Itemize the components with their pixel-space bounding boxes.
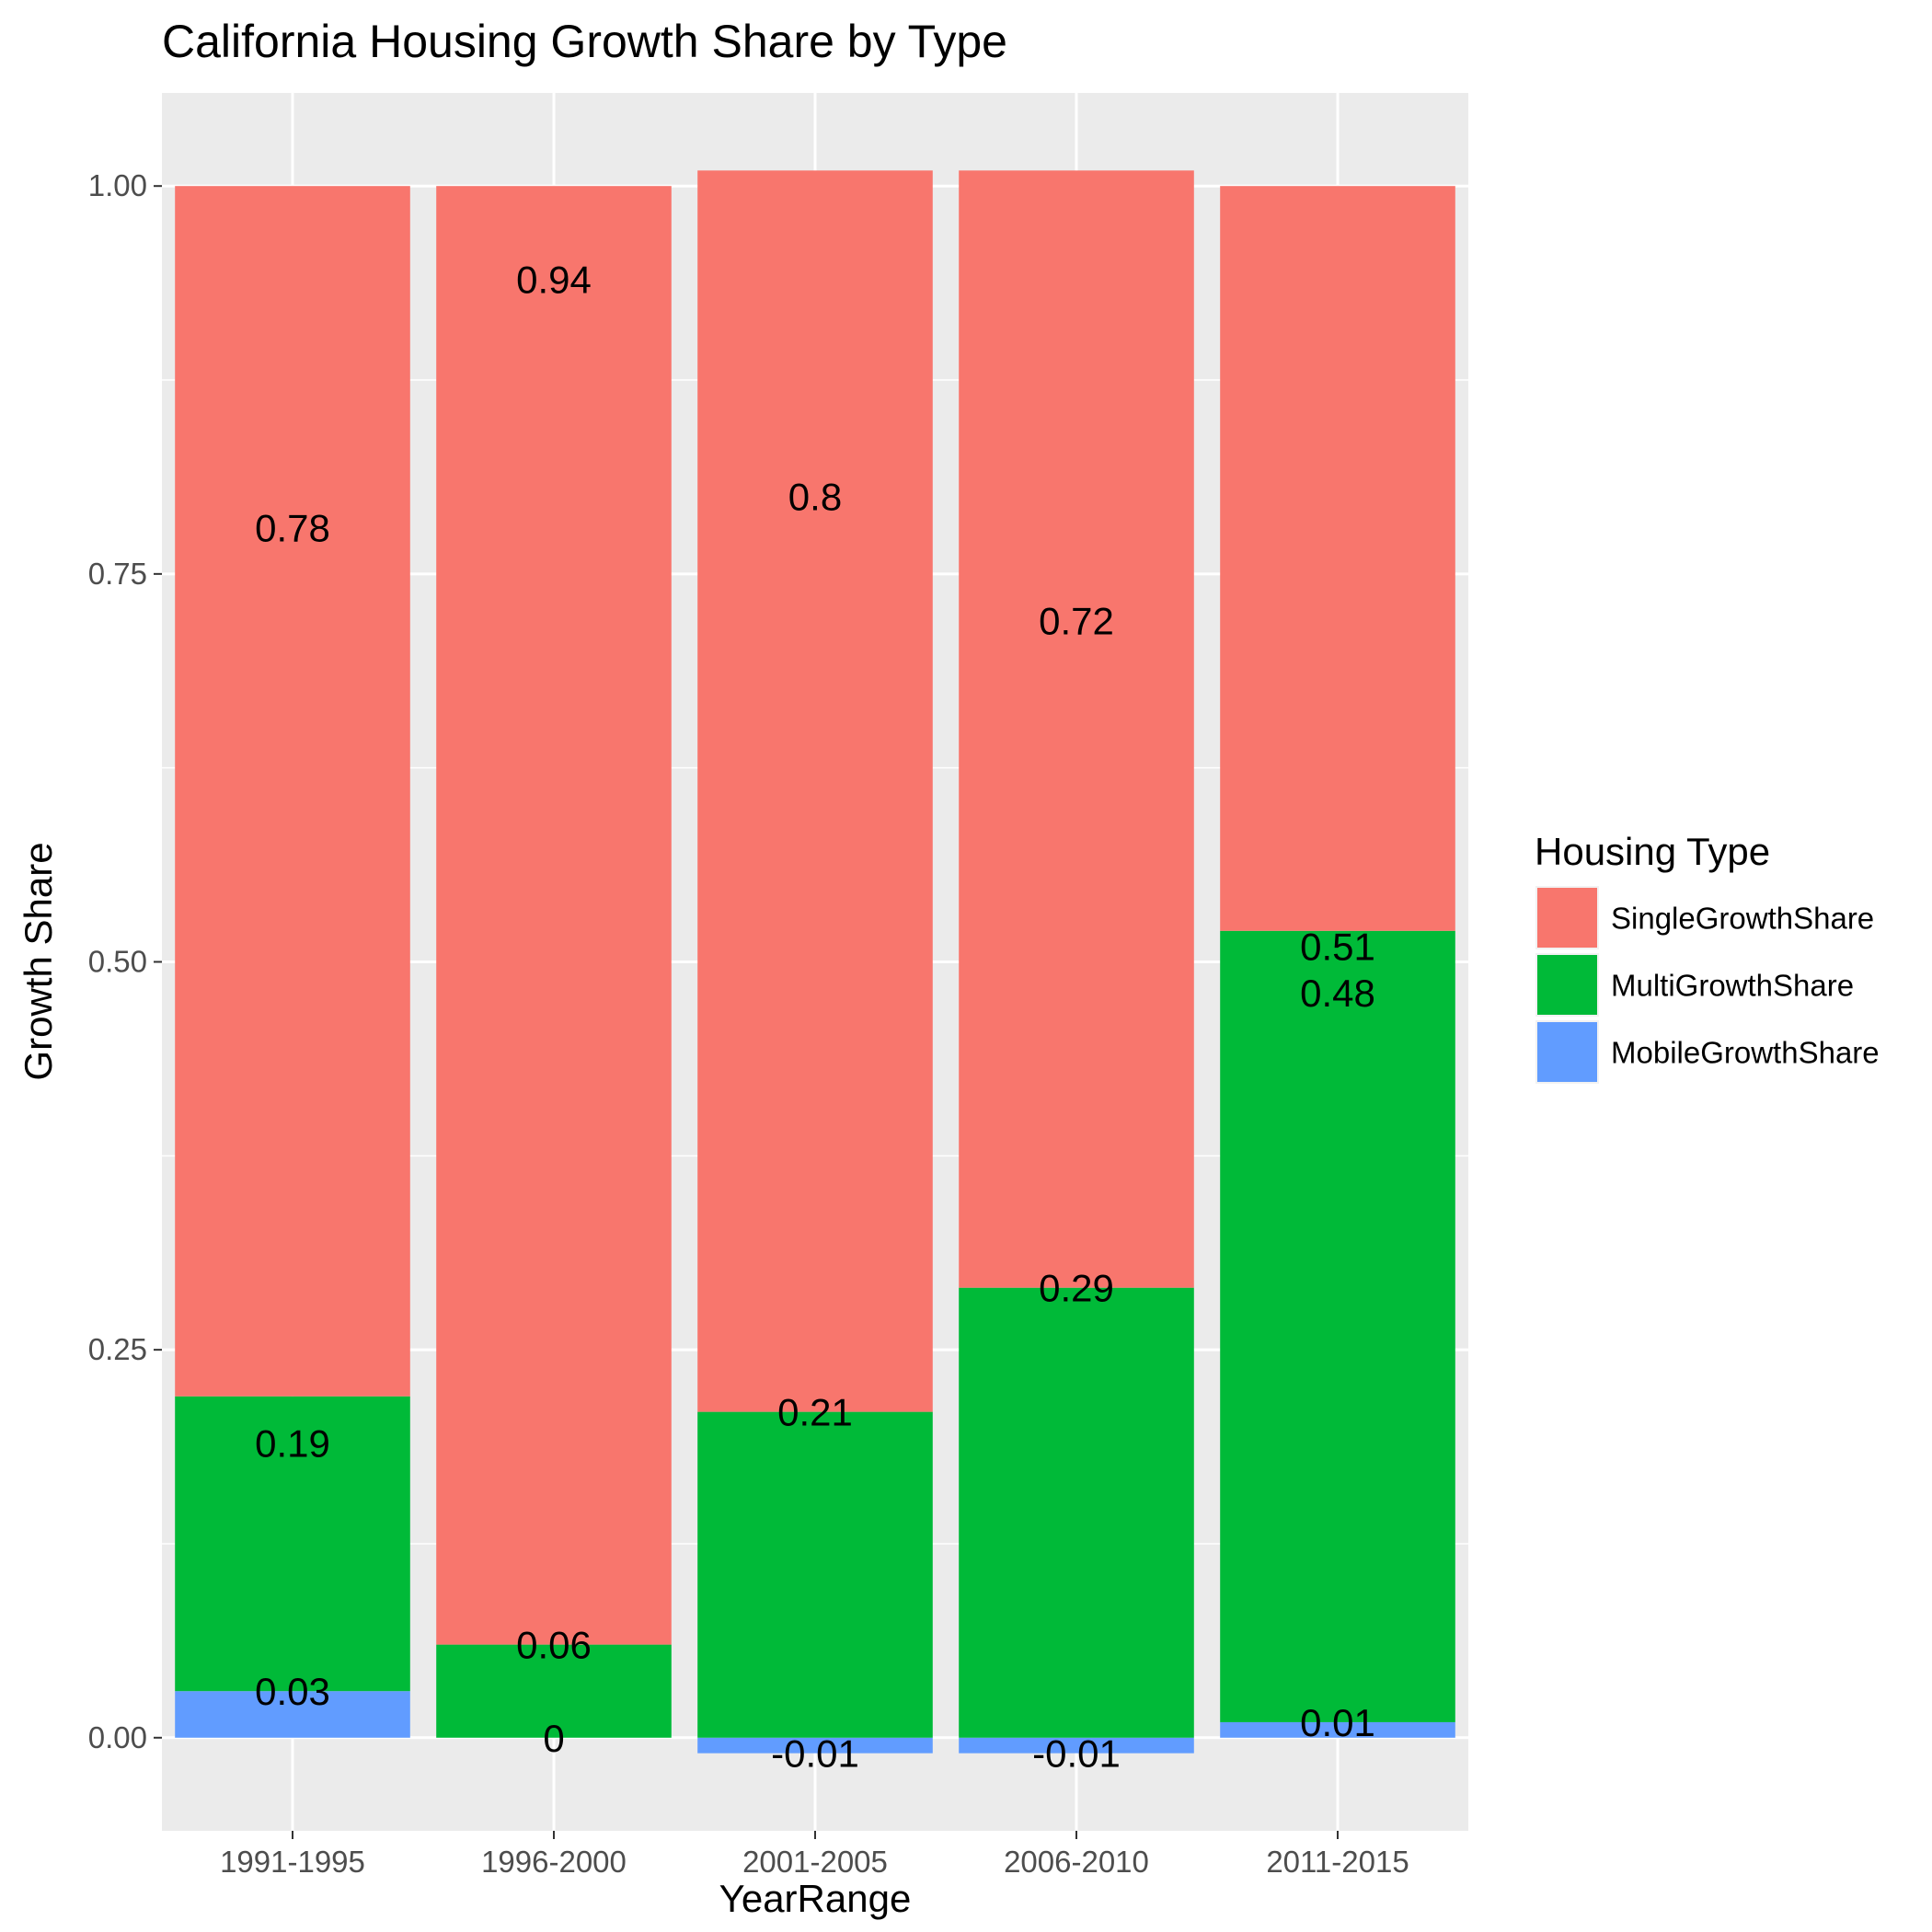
- bar-segment: [175, 186, 410, 1397]
- x-tick-label: 2006-2010: [1004, 1845, 1149, 1879]
- y-tick-label: 0.50: [88, 945, 147, 979]
- legend-title: Housing Type: [1535, 830, 1770, 873]
- bar-segment: [959, 170, 1194, 1288]
- data-label: 0: [543, 1717, 564, 1760]
- y-tick-label: 0.25: [88, 1332, 147, 1366]
- legend-label: SingleGrowthShare: [1611, 902, 1874, 936]
- legend-key: [1537, 955, 1597, 1015]
- legend-label: MobileGrowthShare: [1611, 1036, 1880, 1070]
- bar-segment: [436, 186, 672, 1645]
- bar-segment: [697, 170, 933, 1412]
- x-axis: 1991-1995 1996-2000 2001-2005 2006-2010 2011…: [220, 1831, 1409, 1879]
- data-label: 0.03: [255, 1670, 330, 1713]
- data-labels: 0.78 0.19 0.03 0.94 0.06 0 0.8 0.21 -0.01 0.72 0.2…: [255, 258, 1375, 1775]
- x-tick-label: 2011-2015: [1266, 1845, 1409, 1879]
- data-label: 0.29: [1039, 1267, 1114, 1310]
- x-tick-label: 1996-2000: [481, 1845, 627, 1879]
- data-label: 0.01: [1300, 1701, 1375, 1744]
- legend-label: MultiGrowthShare: [1611, 969, 1854, 1003]
- y-axis: 0.00 0.25 0.50 0.75 1.00: [88, 168, 162, 1754]
- x-tick-label: 1991-1995: [220, 1845, 365, 1879]
- bar-segment: [1220, 1721, 1455, 1738]
- y-tick-label: 0.00: [88, 1720, 147, 1754]
- x-tick-label: 2001-2005: [742, 1845, 888, 1879]
- bar-segment: [1220, 930, 1455, 1722]
- data-label: 0.51: [1300, 926, 1375, 969]
- bar-segment: [175, 1691, 410, 1738]
- data-label: -0.01: [1032, 1732, 1121, 1776]
- legend: Housing Type SingleGrowthShare MultiGrowt…: [1535, 830, 1880, 1084]
- y-tick-label: 1.00: [88, 168, 147, 202]
- bars: [175, 170, 1455, 1754]
- bar-segment: [959, 1287, 1194, 1738]
- bar-segment: [959, 1737, 1194, 1754]
- bar-segment: [436, 1644, 672, 1738]
- chart-title: California Housing Growth Share by Type: [162, 16, 1007, 67]
- data-label: 0.72: [1039, 599, 1114, 642]
- y-tick-label: 0.75: [88, 557, 147, 591]
- data-label: -0.01: [771, 1732, 859, 1776]
- y-axis-title: Growth Share: [17, 842, 60, 1080]
- data-label: 0.94: [516, 258, 592, 301]
- data-label: 0.19: [255, 1421, 330, 1465]
- data-label: 0.06: [516, 1624, 592, 1667]
- bar-segment: [697, 1411, 933, 1738]
- data-label: 0.78: [255, 506, 330, 549]
- legend-key: [1537, 1022, 1597, 1082]
- x-axis-title: YearRange: [719, 1877, 912, 1920]
- legend-key: [1537, 888, 1597, 948]
- bar-segment: [175, 1396, 410, 1692]
- data-label: 0.48: [1300, 972, 1375, 1015]
- bar-segment: [1220, 186, 1455, 931]
- bar-segment: [697, 1737, 933, 1754]
- data-label: 0.8: [788, 476, 842, 519]
- data-label: 0.21: [777, 1391, 853, 1434]
